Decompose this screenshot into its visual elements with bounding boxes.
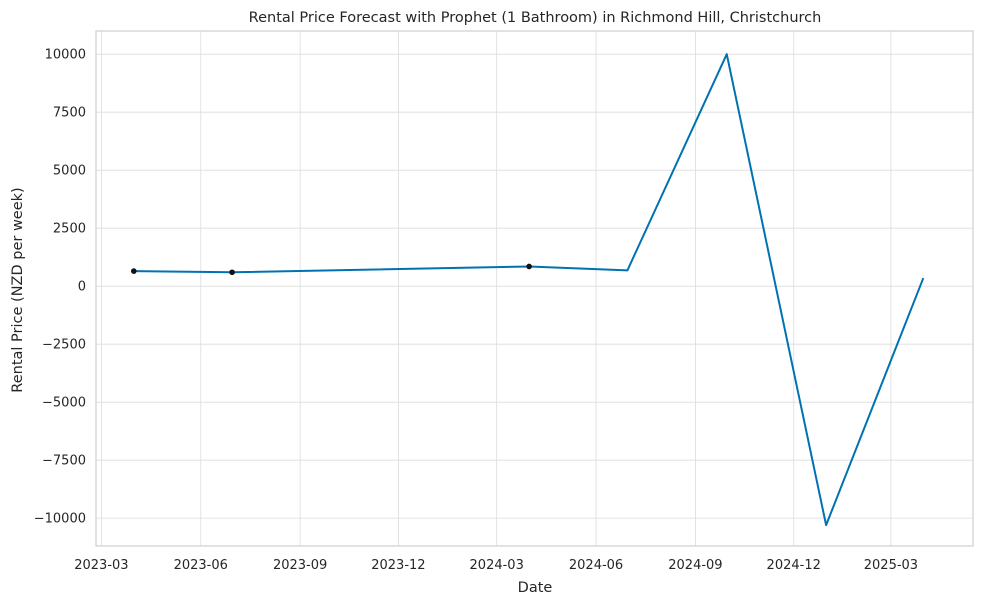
y-tick-label: 7500: [53, 106, 86, 121]
x-tick-label: 2024-09: [668, 558, 722, 573]
series: [131, 53, 925, 527]
plot-area: [95, 30, 974, 547]
x-tick-label: 2024-03: [470, 558, 524, 573]
y-axis-ticks: 10000 7500 5000 2500 0 −2500 −5000 −7500 −10000: [34, 48, 86, 527]
observed-point: [131, 268, 137, 274]
y-tick-label: −7500: [42, 454, 86, 469]
x-tick-label: 2023-09: [273, 558, 327, 573]
x-axis-label: Date: [518, 580, 553, 596]
observed-point: [229, 269, 235, 276]
y-tick-label: 10000: [45, 48, 86, 63]
forecast-line: [133, 53, 925, 527]
grid: [96, 31, 973, 546]
y-tick-label: 0: [78, 280, 86, 295]
y-axis-label: Rental Price (NZD per week): [10, 187, 26, 392]
x-tick-label: 2023-03: [74, 558, 128, 573]
y-tick-label: −5000: [42, 396, 86, 411]
x-tick-label: 2023-12: [371, 558, 425, 573]
x-tick-label: 2024-12: [767, 558, 821, 573]
y-tick-label: 2500: [53, 222, 86, 237]
y-tick-label: −2500: [42, 338, 86, 353]
x-axis-ticks: 2023-03 2023-06 2023-09 2023-12 2024-03 2024-…: [74, 558, 918, 573]
y-tick-label: 5000: [53, 164, 86, 179]
x-tick-label: 2024-06: [569, 558, 623, 573]
x-tick-label: 2023-06: [174, 558, 228, 573]
y-tick-label: −10000: [34, 512, 86, 527]
chart-title: Rental Price Forecast with Prophet (1 Ba…: [249, 10, 822, 26]
x-tick-label: 2025-03: [864, 558, 918, 573]
observed-point: [526, 263, 532, 270]
